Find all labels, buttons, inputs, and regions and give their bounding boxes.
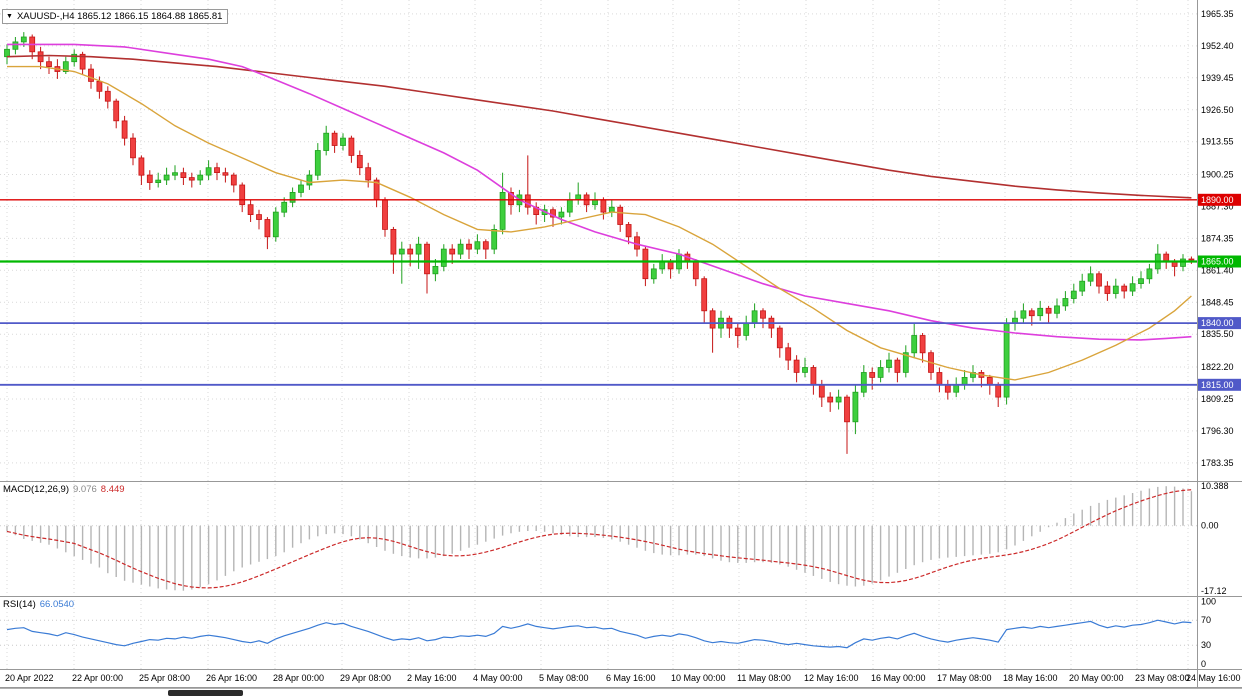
rsi-panel [0,619,1197,649]
svg-text:1874.35: 1874.35 [1201,233,1234,243]
rsi-indicator-label: RSI(14) 66.0540 [3,599,74,610]
svg-text:1783.35: 1783.35 [1201,458,1234,468]
rsi-line [6,619,1192,649]
svg-text:22 Apr 00:00: 22 Apr 00:00 [72,673,123,683]
candles [4,32,1195,454]
time-axis[interactable]: 20 Apr 2022 22 Apr 00:00 25 Apr 08:00 26 Ap… [5,673,1241,683]
macd-signal-value: 8.449 [100,484,125,495]
macd-panel [0,486,1197,591]
svg-text:26 Apr 16:00: 26 Apr 16:00 [206,673,257,683]
rsi-axis: 100 70 30 0 [1201,596,1216,669]
ma-slow-line [6,54,1192,199]
svg-text:28 Apr 00:00: 28 Apr 00:00 [273,673,324,683]
ma-mid-line [7,43,1192,341]
svg-text:1848.45: 1848.45 [1201,297,1234,307]
svg-text:10 May 00:00: 10 May 00:00 [671,673,726,683]
svg-text:1900.25: 1900.25 [1201,170,1234,180]
svg-text:0.00: 0.00 [1201,521,1219,531]
svg-text:16 May 00:00: 16 May 00:00 [871,673,926,683]
svg-text:29 Apr 08:00: 29 Apr 08:00 [340,673,391,683]
svg-text:1815.00: 1815.00 [1201,380,1234,390]
svg-text:24 May 16:00: 24 May 16:00 [1186,673,1241,683]
macd-indicator-label: MACD(12,26,9) 9.076 8.449 [3,484,125,495]
svg-text:1965.35: 1965.35 [1201,9,1234,19]
svg-text:1796.30: 1796.30 [1201,426,1234,436]
svg-text:1861.40: 1861.40 [1201,265,1234,275]
price-axis[interactable]: 1965.35 1952.40 1939.45 1926.50 1913.55 1900.… [1201,9,1234,468]
svg-text:25 Apr 08:00: 25 Apr 08:00 [139,673,190,683]
svg-text:5 May 08:00: 5 May 08:00 [539,673,589,683]
level-lines[interactable] [0,199,1197,386]
svg-text:1939.45: 1939.45 [1201,73,1234,83]
svg-text:70: 70 [1201,615,1211,625]
svg-text:1952.40: 1952.40 [1201,41,1234,51]
macd-axis: 10.388 0.00 -17.12 [1201,481,1229,596]
macd-signal-line [6,489,1192,589]
svg-text:18 May 16:00: 18 May 16:00 [1003,673,1058,683]
svg-text:23 May 08:00: 23 May 08:00 [1135,673,1190,683]
rsi-name: RSI(14) [3,599,36,610]
svg-text:20 Apr 2022: 20 Apr 2022 [5,673,54,683]
svg-text:1890.00: 1890.00 [1201,195,1234,205]
svg-text:12 May 16:00: 12 May 16:00 [804,673,859,683]
horizontal-scrollbar[interactable] [0,688,1242,696]
svg-text:17 May 08:00: 17 May 08:00 [937,673,992,683]
svg-text:1822.20: 1822.20 [1201,362,1234,372]
svg-text:1887.30: 1887.30 [1201,202,1234,212]
svg-text:1840.00: 1840.00 [1201,318,1234,328]
ma-fast-line [7,65,1192,381]
svg-text:-17.12: -17.12 [1201,586,1227,596]
svg-text:6 May 16:00: 6 May 16:00 [606,673,656,683]
svg-text:1865.00: 1865.00 [1201,257,1234,267]
svg-text:1926.50: 1926.50 [1201,105,1234,115]
macd-value: 9.076 [73,484,97,495]
svg-text:2 May 16:00: 2 May 16:00 [407,673,457,683]
svg-text:1913.55: 1913.55 [1201,137,1234,147]
rsi-value: 66.0540 [39,599,75,610]
scrollbar-thumb[interactable] [168,690,243,696]
svg-text:1809.25: 1809.25 [1201,394,1234,404]
svg-text:100: 100 [1201,596,1216,606]
price-grid [0,13,1197,464]
svg-text:1835.50: 1835.50 [1201,329,1234,339]
level-price-badges: 1890.00 1865.00 1840.00 1815.00 [1198,193,1241,391]
svg-text:4 May 00:00: 4 May 00:00 [473,673,523,683]
collapse-chart-icon[interactable]: ▼ [6,13,13,20]
svg-text:30: 30 [1201,640,1211,650]
svg-text:20 May 00:00: 20 May 00:00 [1069,673,1124,683]
svg-text:10.388: 10.388 [1201,481,1229,491]
ohlc-title: XAUUSD-,H4 1865.12 1866.15 1864.88 1865.… [16,11,223,22]
svg-text:0: 0 [1201,659,1206,669]
macd-name: MACD(12,26,9) [3,484,69,495]
svg-text:11 May 08:00: 11 May 08:00 [737,673,791,683]
ohlc-title-box: ▼ XAUUSD-,H4 1865.12 1866.15 1864.88 186… [2,9,229,24]
